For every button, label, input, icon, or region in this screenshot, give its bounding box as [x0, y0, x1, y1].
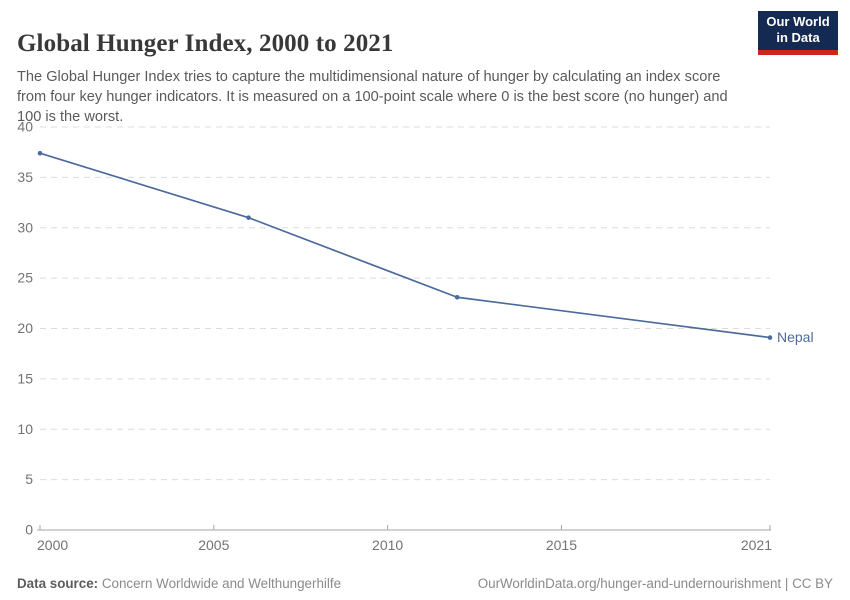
line-chart[interactable]: 0 5 10 15 20 25 30 35 40 2000 2005 2010 2015 2021 Nepa…	[0, 0, 850, 562]
data-point-marker[interactable]	[37, 150, 43, 156]
data-source-value: Concern Worldwide and Welthungerhilfe	[98, 576, 342, 591]
y-axis-tick-label: 15	[17, 370, 33, 386]
owid-logo-line2: in Data	[776, 30, 820, 45]
y-axis-tick-label: 25	[17, 270, 33, 286]
series-end-label-nepal[interactable]: Nepal	[777, 329, 814, 345]
y-axis-tick-label: 40	[17, 119, 33, 135]
y-axis-tick-label: 20	[17, 320, 33, 336]
chart-subtitle: The Global Hunger Index tries to capture…	[17, 68, 728, 125]
x-axis-tick-label: 2015	[546, 537, 577, 553]
chart-footer: Data source: Concern Worldwide and Welth…	[17, 576, 833, 591]
data-source-label: Data source:	[17, 576, 99, 591]
x-axis-tick-label: 2021	[741, 537, 772, 553]
data-point-marker[interactable]	[246, 215, 251, 220]
owid-logo-line1: Our World	[766, 14, 830, 29]
y-axis-tick-label: 35	[17, 169, 33, 185]
chart-title: Global Hunger Index, 2000 to 2021	[17, 29, 394, 57]
attribution-link[interactable]: OurWorldinData.org/hunger-and-undernouri…	[477, 576, 833, 591]
owid-logo[interactable]: Our World in Data	[758, 11, 838, 55]
data-point-marker[interactable]	[767, 335, 773, 340]
y-axis-tick-label: 10	[17, 421, 33, 437]
series-line-nepal[interactable]	[39, 152, 771, 339]
data-source: Data source: Concern Worldwide and Welth…	[17, 576, 341, 591]
x-axis-tick-label: 2000	[37, 537, 68, 553]
data-point-marker[interactable]	[454, 294, 460, 300]
y-axis-tick-label: 5	[25, 471, 33, 487]
y-axis-tick-label: 30	[17, 219, 33, 235]
x-axis-tick-label: 2010	[372, 537, 403, 553]
x-axis-tick-label: 2005	[198, 537, 229, 553]
y-axis-tick-label: 0	[25, 522, 33, 538]
